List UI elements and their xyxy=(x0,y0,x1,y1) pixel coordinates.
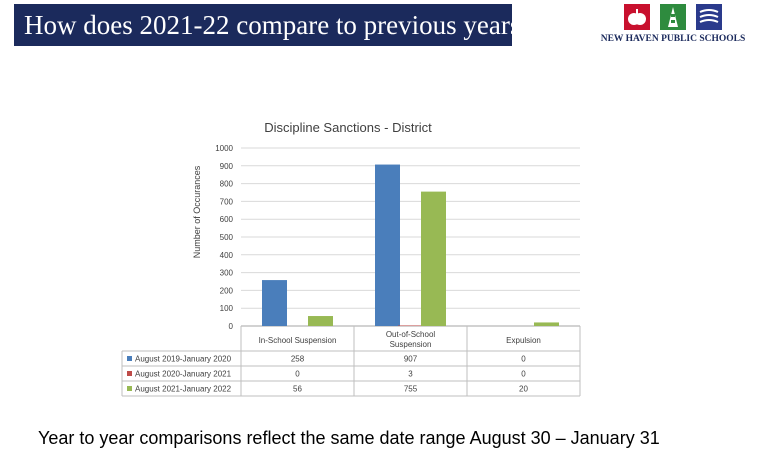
y-tick-label: 300 xyxy=(220,269,234,278)
data-label: 3 xyxy=(408,370,413,379)
data-label: 907 xyxy=(404,355,418,364)
book-icon xyxy=(696,4,722,30)
y-tick-label: 900 xyxy=(220,162,234,171)
y-tick-label: 100 xyxy=(220,304,234,313)
y-tick-label: 400 xyxy=(220,251,234,260)
logo-text: NEW HAVEN PUBLIC SCHOOLS xyxy=(600,34,746,44)
school-logo: NEW HAVEN PUBLIC SCHOOLS xyxy=(598,4,748,46)
data-label: 258 xyxy=(291,355,305,364)
y-tick-label: 800 xyxy=(220,180,234,189)
bar xyxy=(398,325,423,326)
category-label: Out-of-School Suspension xyxy=(386,330,436,349)
y-tick-label: 200 xyxy=(220,286,234,295)
legend-swatch xyxy=(127,371,132,376)
y-axis-label: Number of Occurances xyxy=(192,165,202,258)
legend-entry: August 2019-January 2020 xyxy=(135,355,232,364)
tower-icon xyxy=(660,4,686,30)
y-tick-label: 0 xyxy=(229,322,234,331)
data-label: 755 xyxy=(404,385,418,394)
data-label: 20 xyxy=(519,385,528,394)
y-tick-label: 500 xyxy=(220,233,234,242)
legend-swatch xyxy=(127,386,132,391)
y-tick-label: 700 xyxy=(220,197,234,206)
category-label: In-School Suspension xyxy=(259,336,337,345)
data-label: 0 xyxy=(521,355,526,364)
slide-title: How does 2021-22 compare to previous yea… xyxy=(14,4,532,46)
legend-entry: August 2020-January 2021 xyxy=(135,370,232,379)
category-label: Expulsion xyxy=(506,336,541,345)
data-label: 56 xyxy=(293,385,302,394)
bar xyxy=(534,322,559,326)
chart-title: Discipline Sanctions - District xyxy=(264,120,432,135)
data-label: 0 xyxy=(295,370,300,379)
apple-icon xyxy=(624,4,650,30)
y-tick-label: 1000 xyxy=(215,144,233,153)
discipline-chart: Discipline Sanctions - District Number o… xyxy=(121,120,581,397)
bar xyxy=(421,191,446,326)
bar xyxy=(262,280,287,326)
bar xyxy=(308,316,333,326)
bar xyxy=(375,164,400,326)
y-tick-label: 600 xyxy=(220,215,234,224)
data-label: 0 xyxy=(521,370,526,379)
legend-entry: August 2021-January 2022 xyxy=(135,385,232,394)
legend-swatch xyxy=(127,356,132,361)
footer-note: Year to year comparisons reflect the sam… xyxy=(38,428,660,448)
